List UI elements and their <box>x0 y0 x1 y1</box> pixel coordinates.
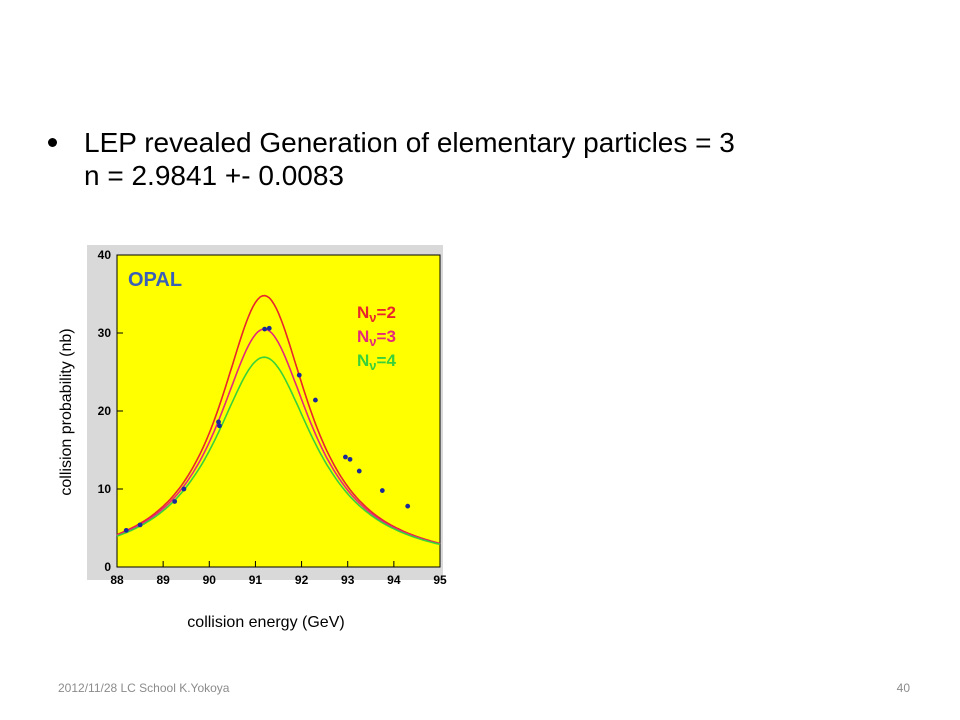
x-axis-label: collision energy (GeV) <box>187 614 344 631</box>
series-line-2 <box>116 328 441 545</box>
x-axis: 88 89 90 91 92 93 94 95 <box>110 561 447 587</box>
data-point <box>123 527 129 533</box>
x-tick-label: 94 <box>387 573 401 587</box>
x-tick-label: 92 <box>295 573 309 587</box>
plot-background <box>116 254 441 568</box>
x-tick-label: 93 <box>341 573 355 587</box>
legend-entry-2: Nν=3 <box>357 327 396 349</box>
data-point <box>347 456 353 462</box>
x-tick-label: 88 <box>110 573 124 587</box>
y-tick-label: 40 <box>98 248 112 262</box>
data-point <box>181 486 187 492</box>
bullet-dot-icon <box>48 138 57 147</box>
data-point <box>343 454 348 460</box>
x-tick-label: 91 <box>249 573 263 587</box>
data-point <box>216 419 221 425</box>
bullet-block: LEP revealed Generation of elementary pa… <box>48 126 928 192</box>
y-tick-label: 0 <box>104 560 111 574</box>
legend: Nν=2Nν=3Nν=4 <box>357 303 396 373</box>
data-points <box>123 325 411 533</box>
data-point <box>405 503 411 509</box>
data-point <box>266 325 272 331</box>
data-point <box>296 372 302 378</box>
page-number: 40 <box>896 681 910 695</box>
legend-entry-3: Nν=4 <box>357 351 396 373</box>
y-axis-label: collision probability (nb) <box>58 328 75 495</box>
y-axis: 0 10 20 30 40 <box>98 248 123 574</box>
chart-title: OPAL <box>128 269 182 291</box>
x-tick-label: 90 <box>203 573 217 587</box>
data-point <box>262 326 268 332</box>
bullet-line-1: LEP revealed Generation of elementary pa… <box>84 127 735 158</box>
bullet-item: LEP revealed Generation of elementary pa… <box>48 126 928 192</box>
data-point <box>217 423 222 429</box>
x-tick-label: 95 <box>433 573 447 587</box>
series-line-1 <box>116 294 441 545</box>
series-line-3 <box>116 356 441 546</box>
data-point <box>379 488 385 493</box>
footer-text: 2012/11/28 LC School K.Yokoya <box>58 681 230 695</box>
data-point <box>313 397 318 403</box>
data-point <box>356 468 362 474</box>
x-tick-label: 89 <box>156 573 170 587</box>
y-tick-label: 10 <box>98 482 112 496</box>
legend-entry-1: Nν=2 <box>357 303 396 325</box>
bullet-line-2: n = 2.9841 +- 0.0083 <box>84 160 344 191</box>
bullet-text: LEP revealed Generation of elementary pa… <box>84 126 735 192</box>
y-tick-label: 30 <box>98 326 112 340</box>
y-tick-label: 20 <box>98 404 112 418</box>
data-point <box>137 522 143 528</box>
data-point <box>172 499 178 504</box>
series-lines <box>116 294 441 546</box>
